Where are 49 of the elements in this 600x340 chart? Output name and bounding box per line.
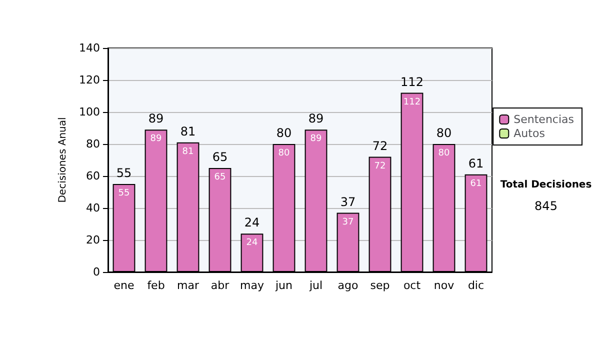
total-label: 89 — [308, 112, 324, 126]
data-label: 55 — [118, 188, 130, 198]
data-label: 72 — [374, 161, 386, 172]
x-tick-label: may — [240, 279, 264, 292]
text: 845 — [534, 199, 558, 213]
data-label: 81 — [182, 146, 194, 157]
total-label: 112 — [400, 74, 424, 89]
data-label: 80 — [278, 148, 290, 158]
legend-label: Autos — [514, 127, 546, 140]
x-tick-label: oct — [403, 279, 422, 292]
y-tick-label: 40 — [86, 202, 100, 214]
total-label: 72 — [372, 138, 388, 153]
text: Total Decisiones — [500, 180, 592, 190]
x-tick-label: jun — [274, 279, 293, 292]
total-label: 55 — [116, 166, 132, 180]
y-tick-label: 120 — [79, 74, 100, 86]
total-label: 81 — [180, 124, 196, 138]
total-label: 89 — [148, 112, 164, 126]
y-tick-label: 0 — [93, 266, 100, 278]
x-tick-label: sep — [370, 279, 390, 292]
x-tick-label: dic — [468, 279, 484, 292]
y-tick-label: 80 — [86, 138, 100, 150]
x-tick-label: feb — [147, 279, 165, 292]
total-label: 65 — [212, 150, 228, 164]
y-tick-label: 140 — [79, 42, 100, 54]
data-label: 37 — [342, 217, 354, 228]
data-label: 61 — [470, 178, 482, 189]
data-label: 89 — [150, 134, 162, 144]
x-tick-label: abr — [210, 279, 230, 292]
y-tick-label: 20 — [86, 234, 100, 246]
total-label: 80 — [436, 126, 452, 140]
data-label: 65 — [214, 172, 226, 182]
legend-label: Sentencias — [514, 113, 574, 126]
y-axis-title: Decisiones Anual — [58, 117, 69, 203]
y-tick-label: 60 — [86, 170, 100, 182]
total-label: 24 — [244, 216, 260, 230]
x-tick-label: jul — [308, 279, 323, 292]
y-tick-label: 100 — [79, 106, 100, 118]
data-label: 112 — [403, 97, 421, 108]
data-label: 24 — [246, 238, 258, 248]
x-tick-label: ago — [338, 279, 358, 292]
x-tick-label: mar — [177, 279, 200, 292]
data-label: 80 — [438, 148, 450, 158]
total-label: 80 — [276, 126, 292, 140]
x-tick-label: ene — [114, 279, 134, 292]
x-tick-label: nov — [434, 279, 455, 292]
total-label: 61 — [468, 156, 484, 170]
total-label: 37 — [340, 194, 356, 209]
data-label: 89 — [310, 134, 322, 144]
